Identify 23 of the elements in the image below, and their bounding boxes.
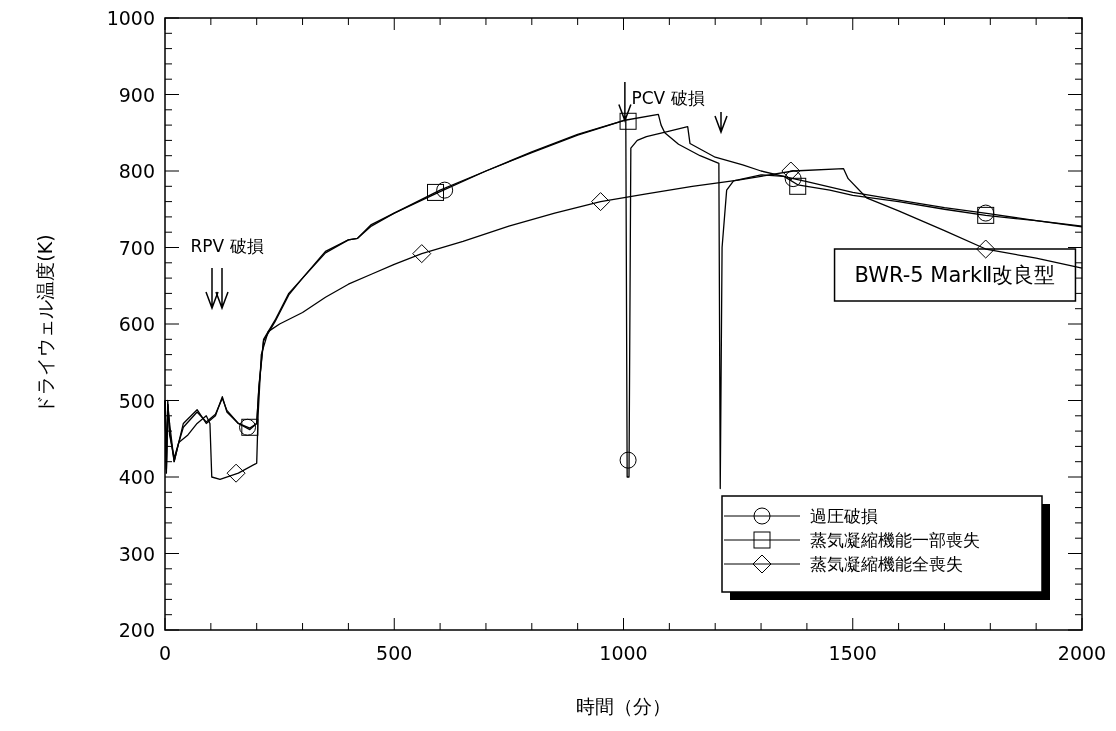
y-tick-label: 300 [118,542,155,565]
x-tick-label: 1500 [828,642,877,664]
annotation: RPV 破損 [190,236,264,256]
y-tick-label: 500 [118,389,155,412]
legend-label: 蒸気凝縮機能全喪失 [810,554,963,574]
x-tick-label: 500 [376,642,413,664]
legend-label: 蒸気凝縮機能一部喪失 [810,530,980,550]
y-tick-label: 1000 [106,7,155,29]
x-tick-label: 1000 [599,642,648,664]
y-tick-label: 900 [118,83,155,106]
x-tick-label: 2000 [1057,642,1107,664]
y-axis-title: ドライウェル温度(K) [34,234,56,414]
y-tick-label: 200 [118,619,155,641]
y-tick-label: 600 [118,313,155,335]
note-box: BWR-5 MarkⅡ改良型 [833,248,1077,302]
legend-label: 過圧破損 [810,506,878,526]
x-axis-title: 時間（分） [576,695,671,717]
y-tick-label: 700 [118,236,155,259]
annotation: BWR-5 MarkⅡ改良型 [854,263,1056,287]
y-tick-label: 400 [118,466,155,488]
annotation: PCV 破損 [631,88,705,108]
x-tick-label: 0 [158,642,172,664]
y-tick-label: 800 [118,160,155,182]
